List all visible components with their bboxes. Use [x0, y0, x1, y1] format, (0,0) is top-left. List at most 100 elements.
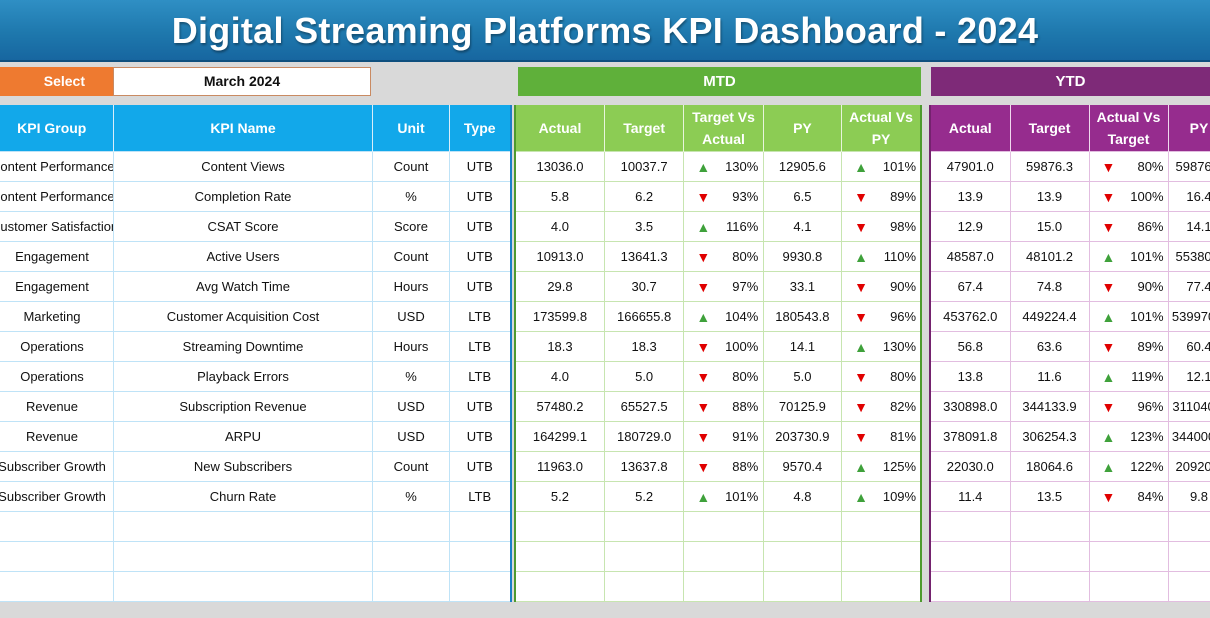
empty-cell	[1088, 541, 1169, 572]
mtd-py-cell: 4.1	[762, 211, 843, 242]
table-row: 13.8 11.6 ▲ 119% 12.1	[929, 361, 1210, 392]
empty-cell	[841, 571, 922, 602]
mtd-actual-vs-py-cell: ▲ 110%	[841, 241, 922, 272]
table-row: 13.9 13.9 ▼ 100% 16.4	[929, 181, 1210, 212]
kpi-group-cell: Engagement	[0, 241, 114, 272]
arrow-down-icon: ▼	[696, 248, 711, 265]
mtd-actual-cell: 29.8	[514, 271, 605, 302]
kpi-group-cell: Content Performance	[0, 151, 114, 182]
percent-value: 84%	[1137, 489, 1164, 504]
arrow-up-icon: ▲	[1101, 458, 1116, 475]
percent-value: 97%	[732, 279, 759, 294]
unit-cell: Count	[372, 241, 450, 272]
ytd-target-cell: 48101.2	[1009, 241, 1090, 272]
kpi-name-cell: Content Views	[113, 151, 373, 182]
empty-cell	[1088, 511, 1169, 542]
arrow-up-icon: ▲	[1101, 308, 1116, 325]
arrow-up-icon: ▲	[854, 458, 868, 475]
empty-cell	[603, 571, 685, 602]
kpi-group-cell: Operations	[0, 331, 114, 362]
ytd-actual-cell: 13.9	[929, 181, 1011, 212]
empty-cell	[514, 571, 605, 602]
unit-cell: USD	[372, 391, 450, 422]
mtd-target-vs-actual-cell: ▼ 88%	[683, 391, 764, 422]
kpi-info-table: KPI Group KPI Name Unit Type Content Per…	[0, 105, 512, 602]
ytd-py-cell: 55380.0	[1167, 241, 1210, 272]
ytd-actual-cell: 13.8	[929, 361, 1011, 392]
empty-cell	[683, 571, 764, 602]
kpi-name-cell: Streaming Downtime	[113, 331, 373, 362]
kpi-group-cell: Operations	[0, 361, 114, 392]
type-cell: UTB	[449, 421, 511, 452]
mtd-actual-cell: 4.0	[514, 361, 605, 392]
empty-cell	[0, 571, 114, 602]
ytd-py-cell: 344000.0	[1167, 421, 1210, 452]
arrow-down-icon: ▼	[854, 308, 868, 325]
empty-row	[929, 571, 1210, 602]
percent-value: 130%	[725, 159, 759, 174]
ytd-actual-cell: 330898.0	[929, 391, 1011, 422]
percent-value: 80%	[1137, 159, 1164, 174]
empty-row	[0, 541, 511, 572]
percent-value: 90%	[890, 279, 917, 294]
arrow-up-icon: ▲	[696, 308, 711, 325]
percent-value: 80%	[732, 249, 759, 264]
table-row: 5.2 5.2 ▲ 101% 4.8 ▲ 109%	[514, 481, 922, 512]
mtd-py-cell: 180543.8	[762, 301, 843, 332]
mtd-target-cell: 13641.3	[603, 241, 685, 272]
arrow-up-icon: ▲	[854, 158, 868, 175]
empty-cell	[929, 571, 1011, 602]
empty-cell	[841, 511, 922, 542]
ytd-actual-cell: 12.9	[929, 211, 1011, 242]
percent-value: 88%	[732, 459, 759, 474]
percent-value: 93%	[732, 189, 759, 204]
percent-value: 101%	[882, 159, 917, 174]
kpi-name-cell: New Subscribers	[113, 451, 373, 482]
arrow-down-icon: ▼	[1101, 158, 1116, 175]
empty-cell	[1167, 541, 1210, 572]
mtd-actual-cell: 5.8	[514, 181, 605, 212]
kpi-group-cell: Subscriber Growth	[0, 481, 114, 512]
percent-value: 82%	[890, 399, 917, 414]
empty-cell	[1009, 511, 1090, 542]
mtd-target-vs-actual-cell: ▼ 91%	[683, 421, 764, 452]
ytd-actual-vs-target-cell: ▼ 84%	[1088, 481, 1169, 512]
mtd-py-cell: 5.0	[762, 361, 843, 392]
empty-row	[929, 511, 1210, 542]
type-cell: LTB	[449, 361, 511, 392]
empty-cell	[449, 571, 511, 602]
kpi-name-cell: Churn Rate	[113, 481, 373, 512]
mtd-py-cell: 70125.9	[762, 391, 843, 422]
mtd-actual-vs-py-cell: ▼ 81%	[841, 421, 922, 452]
empty-cell	[113, 571, 373, 602]
empty-cell	[1088, 571, 1169, 602]
table-row: Operations Streaming Downtime Hours LTB	[0, 331, 511, 362]
mtd-actual-vs-py-cell: ▲ 130%	[841, 331, 922, 362]
unit-cell: Score	[372, 211, 450, 242]
table-row: 164299.1 180729.0 ▼ 91% 203730.9 ▼ 81%	[514, 421, 922, 452]
empty-row	[514, 541, 922, 572]
ytd-actual-vs-target-cell: ▼ 86%	[1088, 211, 1169, 242]
mtd-header-target-vs-actual: Target Vs Actual	[683, 105, 764, 152]
mtd-target-cell: 6.2	[603, 181, 685, 212]
arrow-down-icon: ▼	[696, 428, 711, 445]
arrow-down-icon: ▼	[854, 218, 868, 235]
arrow-up-icon: ▲	[696, 488, 711, 505]
kpi-group-cell: Marketing	[0, 301, 114, 332]
mtd-actual-cell: 13036.0	[514, 151, 605, 182]
percent-value: 96%	[1137, 399, 1164, 414]
arrow-down-icon: ▼	[696, 398, 711, 415]
ytd-actual-vs-target-cell: ▲ 101%	[1088, 241, 1169, 272]
arrow-up-icon: ▲	[1101, 428, 1116, 445]
header-unit: Unit	[372, 105, 450, 152]
percent-value: 125%	[882, 459, 917, 474]
mtd-actual-vs-py-cell: ▲ 109%	[841, 481, 922, 512]
arrow-down-icon: ▼	[696, 338, 711, 355]
select-month-dropdown[interactable]: March 2024	[113, 67, 371, 96]
mtd-target-cell: 18.3	[603, 331, 685, 362]
mtd-target-vs-actual-cell: ▲ 104%	[683, 301, 764, 332]
arrow-down-icon: ▼	[1101, 398, 1116, 415]
arrow-down-icon: ▼	[1101, 338, 1116, 355]
